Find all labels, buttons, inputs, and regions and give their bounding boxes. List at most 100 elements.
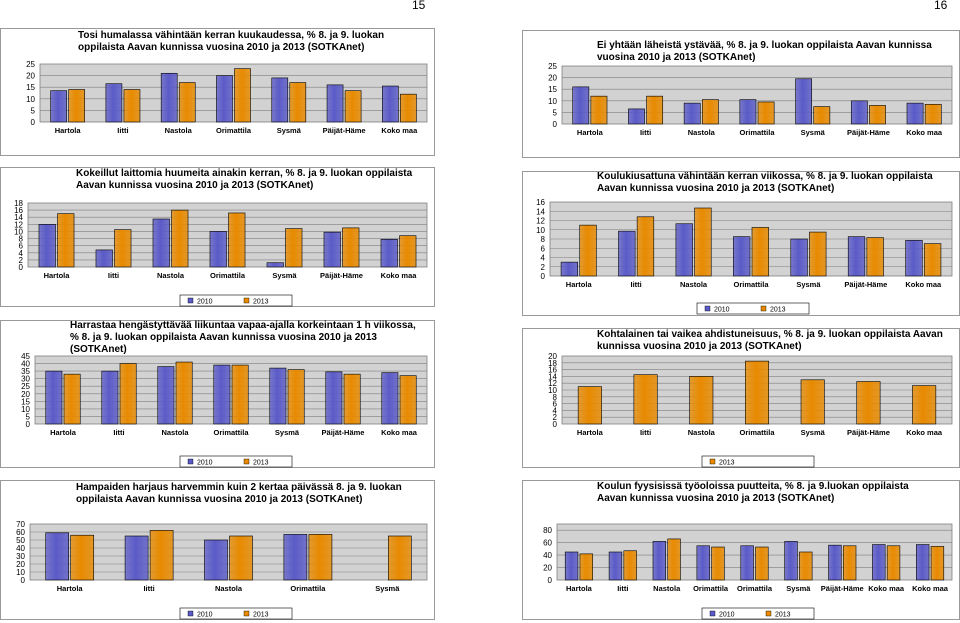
bar-2013 [400,93,417,123]
legend-swatch [765,610,772,617]
bar-2010 [916,544,930,581]
bar-2013 [667,538,681,581]
legend-swatch [187,297,194,304]
bar-2010 [828,544,842,581]
y-tick-label: 25 [548,62,557,71]
legend-label: 2010 [197,299,213,306]
bar-2010 [45,532,69,581]
x-tick-label: Hartola [50,428,77,437]
bar-2013 [229,535,253,581]
bar-2013 [689,376,714,425]
y-tick-label: 25 [26,60,35,69]
bar-2010 [905,240,923,277]
legend: 2010 2013 [179,607,293,620]
y-tick-label: 20 [16,560,25,569]
bar-2010 [160,72,178,123]
bar-2013 [694,207,712,277]
bar-2013 [711,546,725,581]
y-tick-label: 4 [541,254,546,263]
y-tick-label: 10 [14,227,23,236]
page-number-left: 15 [412,0,426,12]
bar-2010 [326,84,344,123]
bar-2010 [696,545,710,581]
bar-2013 [308,534,333,581]
x-tick-label: Orimattila [739,428,775,437]
bar-2013 [178,82,196,123]
y-tick-label: 14 [536,207,545,216]
x-tick-label: Sysmä [796,280,821,289]
x-tick-label: Koko maa [906,428,943,437]
x-tick-label: Nastola [688,128,716,137]
bar-2010 [906,102,924,125]
legend: 2013 [701,455,815,468]
x-tick-label: Sysmä [801,428,826,437]
legend-label: 2010 [714,307,730,314]
x-tick-label: Sysmä [375,584,400,593]
legend-box [179,294,293,307]
bar-2013 [799,551,813,581]
bar-2010 [784,541,798,581]
bar-2013 [912,385,937,425]
bar-2013 [636,216,655,277]
chart-panel: 0 2 4 6 8 10 12 14 16 Hartola Iitti Nastola Orimatti… [522,171,960,316]
y-tick-label: 18 [548,359,557,368]
bar-2010 [618,230,636,277]
x-tick-label: Hartola [566,280,593,289]
y-tick-label: 15 [548,85,557,94]
bar-2010 [45,370,63,425]
legend-swatch [709,458,716,465]
y-tick-label: 80 [543,526,552,535]
y-tick-label: 4 [553,406,558,415]
bar-2010 [50,90,67,123]
bar-2010 [38,224,56,268]
bar-2010 [683,102,701,125]
bar-2010 [675,223,693,277]
y-tick-label: 0 [553,420,558,429]
legend: 2010 2013 [701,607,815,620]
plot-area [39,63,428,123]
bar-2010 [105,83,123,123]
x-tick-label: Nastola [688,428,716,437]
y-tick-label: 5 [553,108,558,117]
y-tick-label: 8 [553,393,558,402]
y-tick-label: 30 [16,552,25,561]
bar-2010 [266,262,284,268]
bar-2010 [381,372,399,425]
chart-title: Ei yhtään läheistä ystävää, % 8. ja 9. l… [597,40,932,63]
bar-2013 [149,530,174,581]
chart-panel: 0 10 20 30 40 50 60 70 Hartola Iitti Nastola Orimat… [0,480,435,620]
legend-swatch [760,305,767,312]
bar-2010 [216,75,233,123]
bar-2010 [204,539,228,581]
y-tick-label: 12 [14,220,23,229]
x-tick-label: Sysmä [275,428,300,437]
x-tick-label: Nastola [653,584,681,593]
bar-2010 [652,541,667,581]
x-tick-label: Hartola [577,128,604,137]
bar-2010 [380,238,398,268]
bar-2013 [813,106,831,125]
legend-label: 2013 [775,612,791,619]
legend-swatch [187,458,194,465]
y-tick-label: 18 [14,199,23,208]
y-tick-label: 15 [21,397,30,406]
legend-label: 2013 [253,612,269,619]
legend: 2010 2013 [179,455,293,468]
chart-title: Hampaiden harjaus harvemmin kuin 2 kerta… [76,482,402,505]
x-tick-label: Orimattila [693,584,729,593]
x-tick-label: Päijät-Häme [844,280,887,289]
y-tick-label: 8 [541,235,546,244]
page-number-right: 16 [934,0,948,12]
x-tick-label: Sysmä [272,271,297,280]
legend-box [701,455,815,468]
bar-2010 [152,218,170,268]
bar-2013 [869,105,886,125]
y-tick-label: 10 [21,405,30,414]
y-tick-label: 45 [21,352,30,361]
bar-2010 [572,86,590,125]
x-tick-label: Koko maa [381,126,418,135]
bar-2013 [399,375,417,425]
y-tick-label: 20 [26,72,35,81]
y-tick-label: 0 [553,120,558,129]
